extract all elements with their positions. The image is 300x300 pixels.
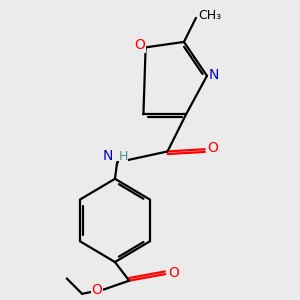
Text: O: O [208,141,218,155]
Text: N: N [103,149,113,164]
Text: CH₃: CH₃ [199,9,222,22]
Text: O: O [91,283,102,297]
Text: O: O [168,266,179,280]
Text: H: H [119,150,128,163]
Text: O: O [134,38,145,52]
Text: N: N [209,68,219,82]
